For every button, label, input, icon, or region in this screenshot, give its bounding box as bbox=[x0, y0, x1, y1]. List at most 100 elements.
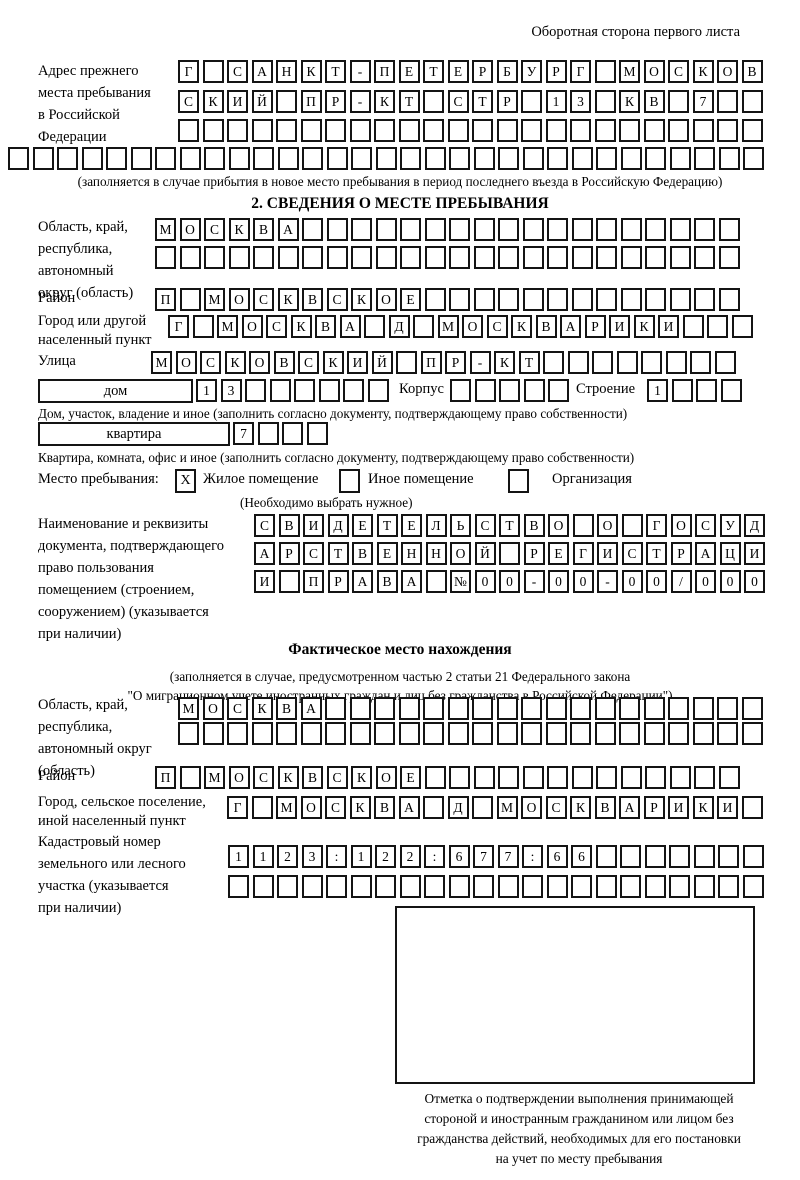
char-cell[interactable]: Р bbox=[472, 60, 493, 83]
char-cell[interactable]: Г bbox=[168, 315, 189, 338]
char-cell[interactable]: В bbox=[302, 766, 323, 789]
char-cell[interactable]: 7 bbox=[497, 845, 519, 868]
char-cell[interactable] bbox=[349, 119, 371, 142]
char-cell[interactable] bbox=[694, 288, 715, 311]
char-cell[interactable] bbox=[498, 218, 519, 241]
char-cell[interactable] bbox=[228, 875, 249, 898]
char-cell[interactable] bbox=[398, 697, 420, 720]
char-cell[interactable] bbox=[571, 218, 593, 241]
char-cell[interactable]: Д bbox=[327, 514, 349, 537]
char-cell[interactable]: О bbox=[643, 60, 665, 83]
char-cell[interactable] bbox=[741, 722, 763, 745]
char-cell[interactable] bbox=[523, 379, 545, 402]
char-cell[interactable] bbox=[155, 246, 176, 269]
char-cell[interactable]: А bbox=[695, 542, 716, 565]
char-cell[interactable]: Т bbox=[518, 351, 540, 374]
char-cell[interactable]: - bbox=[349, 60, 371, 83]
char-cell[interactable] bbox=[496, 119, 518, 142]
char-cell[interactable]: 7 bbox=[233, 422, 254, 445]
char-cell[interactable] bbox=[643, 722, 665, 745]
char-cell[interactable] bbox=[204, 147, 225, 170]
char-cell[interactable]: 3 bbox=[570, 90, 591, 113]
char-cell[interactable] bbox=[693, 875, 715, 898]
char-cell[interactable]: И bbox=[227, 90, 248, 113]
char-cell[interactable] bbox=[594, 60, 616, 83]
char-cell[interactable] bbox=[620, 875, 641, 898]
char-cell[interactable] bbox=[423, 90, 444, 113]
char-cell[interactable] bbox=[548, 379, 569, 402]
char-cell[interactable]: В bbox=[374, 796, 395, 819]
char-cell[interactable] bbox=[423, 796, 444, 819]
char-cell[interactable]: С bbox=[253, 288, 274, 311]
char-cell[interactable]: О bbox=[241, 315, 263, 338]
char-cell[interactable]: В bbox=[741, 60, 763, 83]
char-cell[interactable] bbox=[668, 697, 689, 720]
char-cell[interactable]: К bbox=[322, 351, 344, 374]
checkbox-organization[interactable] bbox=[508, 469, 529, 493]
char-cell[interactable] bbox=[571, 766, 593, 789]
char-cell[interactable] bbox=[447, 119, 469, 142]
char-cell[interactable] bbox=[619, 119, 640, 142]
char-cell[interactable]: Т bbox=[423, 60, 444, 83]
char-cell[interactable] bbox=[179, 766, 201, 789]
char-cell[interactable] bbox=[351, 218, 372, 241]
char-cell[interactable] bbox=[616, 351, 638, 374]
char-cell[interactable]: Р bbox=[643, 796, 665, 819]
char-cell[interactable] bbox=[596, 147, 617, 170]
char-cell[interactable] bbox=[547, 288, 568, 311]
char-cell[interactable] bbox=[473, 875, 494, 898]
char-cell[interactable]: А bbox=[251, 60, 273, 83]
char-cell[interactable] bbox=[619, 722, 640, 745]
char-cell[interactable] bbox=[693, 845, 715, 868]
char-cell[interactable]: С bbox=[447, 90, 469, 113]
char-cell[interactable] bbox=[326, 218, 348, 241]
char-cell[interactable] bbox=[449, 288, 470, 311]
char-cell[interactable] bbox=[81, 147, 103, 170]
char-cell[interactable]: К bbox=[633, 315, 655, 338]
char-cell[interactable] bbox=[227, 119, 248, 142]
char-cell[interactable] bbox=[269, 379, 291, 402]
char-cell[interactable]: Г bbox=[570, 60, 591, 83]
char-cell[interactable] bbox=[741, 796, 763, 819]
char-cell[interactable] bbox=[692, 697, 714, 720]
char-cell[interactable] bbox=[645, 288, 666, 311]
char-cell[interactable] bbox=[741, 697, 763, 720]
char-cell[interactable] bbox=[718, 766, 740, 789]
char-cell[interactable] bbox=[423, 722, 444, 745]
char-cell[interactable]: О bbox=[202, 697, 224, 720]
char-cell[interactable]: 0 bbox=[744, 570, 765, 593]
char-cell[interactable] bbox=[572, 514, 594, 537]
char-cell[interactable]: К bbox=[351, 288, 372, 311]
char-cell[interactable]: - bbox=[597, 570, 618, 593]
char-cell[interactable] bbox=[641, 351, 662, 374]
char-cell[interactable] bbox=[179, 246, 201, 269]
char-cell[interactable] bbox=[718, 845, 739, 868]
char-cell[interactable] bbox=[252, 875, 274, 898]
char-cell[interactable] bbox=[718, 288, 740, 311]
char-cell[interactable] bbox=[522, 288, 544, 311]
char-cell[interactable] bbox=[694, 766, 715, 789]
char-cell[interactable] bbox=[718, 147, 740, 170]
char-cell[interactable] bbox=[302, 218, 323, 241]
char-cell[interactable]: И bbox=[744, 542, 765, 565]
char-cell[interactable] bbox=[413, 315, 434, 338]
char-cell[interactable] bbox=[620, 288, 642, 311]
char-cell[interactable] bbox=[450, 379, 471, 402]
char-cell[interactable] bbox=[694, 246, 715, 269]
char-cell[interactable] bbox=[741, 90, 763, 113]
char-cell[interactable] bbox=[545, 697, 567, 720]
char-cell[interactable]: У bbox=[719, 514, 741, 537]
char-cell[interactable] bbox=[545, 119, 567, 142]
char-cell[interactable]: Е bbox=[401, 514, 422, 537]
char-cell[interactable]: К bbox=[351, 766, 372, 789]
char-cell[interactable]: 7 bbox=[692, 90, 714, 113]
char-cell[interactable]: - bbox=[523, 570, 545, 593]
char-cell[interactable]: С bbox=[253, 766, 274, 789]
char-cell[interactable] bbox=[620, 246, 642, 269]
char-cell[interactable]: А bbox=[339, 315, 361, 338]
char-cell[interactable] bbox=[179, 147, 201, 170]
char-cell[interactable]: В bbox=[273, 351, 295, 374]
char-cell[interactable]: К bbox=[251, 697, 273, 720]
char-cell[interactable] bbox=[570, 697, 591, 720]
char-cell[interactable]: 0 bbox=[548, 570, 569, 593]
